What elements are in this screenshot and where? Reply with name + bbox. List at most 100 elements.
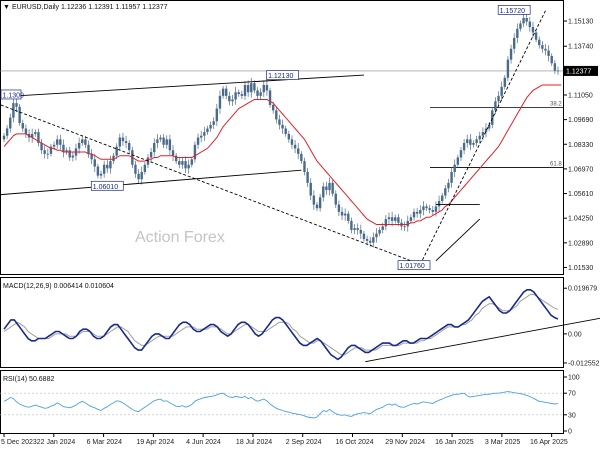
- time-tick-label: 22 Jan 2024: [37, 439, 76, 446]
- candle-body: [43, 150, 46, 154]
- main-panel-frame: [0, 0, 564, 275]
- candle-body: [300, 153, 303, 162]
- candle-body: [231, 99, 234, 102]
- candle-body: [453, 164, 456, 172]
- candle-body: [87, 144, 90, 154]
- candle-body: [481, 132, 485, 136]
- candle-body: [312, 195, 316, 205]
- candle-body: [221, 88, 225, 96]
- candle-body: [256, 90, 259, 96]
- candle-body: [90, 153, 93, 160]
- candle-body: [462, 142, 466, 151]
- macd-tick-label: 0.00: [568, 331, 582, 338]
- candle-body: [506, 59, 510, 78]
- candle-body: [309, 182, 312, 196]
- time-tick-label: 16 Apr 2025: [530, 439, 568, 446]
- candle-body: [466, 139, 469, 143]
- candle-body: [52, 144, 56, 147]
- candle-body: [547, 50, 550, 57]
- candle-body: [415, 211, 419, 214]
- main-dropdown-icon[interactable]: ▼: [3, 4, 10, 11]
- price-tick-label: 1.02890: [568, 240, 593, 247]
- candle-body: [353, 228, 356, 230]
- candle-body: [30, 133, 34, 138]
- price-annotation-label: 1.06010: [93, 184, 118, 191]
- time-tick-label: 29 Nov 2024: [385, 439, 425, 446]
- time-tick-label: 16 Jan 2025: [435, 439, 474, 446]
- rsi-tick-label: 100: [568, 375, 580, 382]
- price-tick-label: 1.06970: [568, 166, 593, 173]
- rsi-tick-label: 0: [568, 429, 572, 436]
- candle-body: [469, 139, 472, 145]
- candle-body: [225, 88, 228, 96]
- candle-body: [541, 45, 544, 49]
- candle-body: [162, 137, 165, 145]
- candle-body: [56, 139, 59, 145]
- candle-body: [127, 142, 131, 151]
- candle-body: [337, 204, 341, 212]
- candle-body: [487, 124, 491, 129]
- candle-body: [215, 108, 219, 122]
- candle-body: [278, 119, 281, 125]
- candle-body: [246, 85, 250, 93]
- candle-body: [315, 204, 319, 209]
- candle-body: [356, 228, 359, 230]
- candle-body: [228, 95, 231, 102]
- moving-average-line: [3, 84, 562, 225]
- rsi-line: [3, 391, 559, 419]
- candle-body: [484, 128, 488, 133]
- macd-plot: [3, 288, 600, 363]
- triangle-lower-line: [435, 218, 481, 262]
- candle-body: [347, 213, 350, 221]
- candle-body: [512, 37, 516, 49]
- candle-body: [259, 92, 262, 96]
- candle-body: [297, 148, 300, 154]
- candle-body: [375, 233, 378, 238]
- main-plot: 38.2 61.8 1.1300 1.12130 1.06010 1.01760 1.157…: [0, 5, 563, 270]
- candle-body: [450, 171, 453, 183]
- candle-body: [143, 164, 147, 172]
- candle-body: [447, 182, 450, 189]
- price-tick-label: 1.04250: [568, 216, 593, 223]
- rsi-tick-label: 70: [568, 391, 576, 398]
- fib-label: 61.8: [550, 161, 562, 167]
- candle-body: [303, 161, 306, 172]
- candle-body: [99, 173, 103, 176]
- candle-body: [522, 17, 525, 24]
- candle-body: [290, 139, 294, 145]
- candle-body: [409, 217, 413, 221]
- candle-body: [118, 137, 122, 147]
- candle-body: [440, 195, 444, 201]
- candle-body: [24, 128, 28, 134]
- price-tick-label: 1.15130: [568, 19, 593, 26]
- axes: 1.15130 1.13740 1.11050 1.09690 1.08330 1.069…: [1, 19, 600, 446]
- candle-body: [168, 139, 172, 151]
- candle-body: [109, 161, 112, 169]
- candle-body: [62, 144, 65, 153]
- candle-body: [65, 150, 68, 153]
- candle-body: [84, 139, 87, 145]
- rsi-tick-label: 30: [568, 412, 576, 419]
- candle-body: [531, 27, 535, 33]
- price-annotation-box: [90, 180, 124, 191]
- candle-body: [184, 161, 187, 169]
- candle-body: [196, 137, 200, 145]
- candle-body: [406, 220, 409, 227]
- candle-body: [412, 211, 416, 218]
- channel-top-line: [0, 74, 364, 98]
- candle-body: [218, 95, 222, 109]
- candle-body: [209, 124, 212, 129]
- price-tick-label: 1.01530: [568, 265, 593, 272]
- candle-body: [365, 239, 369, 241]
- candle-body: [21, 123, 24, 129]
- candle-body: [234, 92, 237, 100]
- candle-body: [431, 210, 435, 212]
- candle-body: [203, 132, 206, 136]
- time-tick-label: 3 Mar 2025: [485, 439, 521, 446]
- candle-body: [509, 48, 513, 60]
- candle-body: [181, 161, 184, 165]
- candle-body: [253, 83, 256, 91]
- candle-body: [556, 70, 560, 72]
- candle-body: [268, 90, 272, 105]
